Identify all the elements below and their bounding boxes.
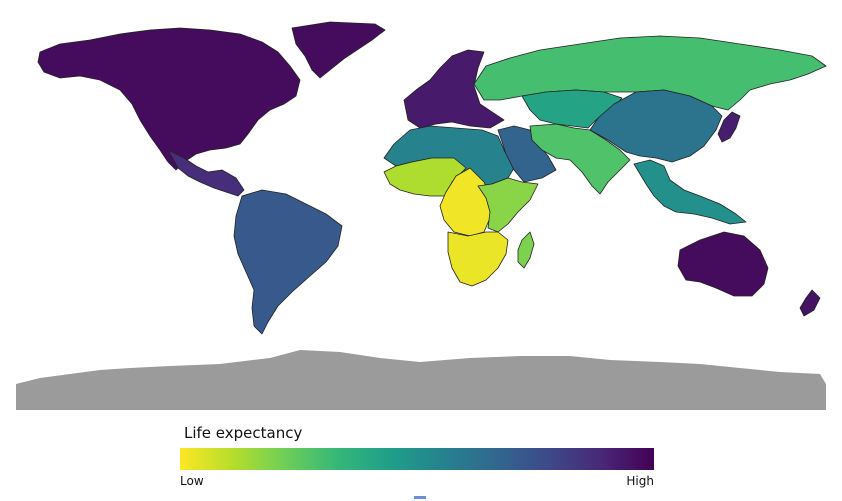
legend-color-bar (180, 448, 654, 470)
region-south-america[interactable] (233, 189, 343, 335)
region-middle-east[interactable] (497, 125, 557, 183)
region-central-africa[interactable] (439, 167, 493, 237)
region-north-america[interactable] (37, 27, 301, 171)
legend-title: Life expectancy (184, 424, 303, 442)
region-greenland[interactable] (291, 21, 386, 79)
scroll-indicator (414, 496, 426, 499)
region-east-africa[interactable] (477, 177, 539, 233)
region-madagascar[interactable] (517, 231, 535, 269)
region-antarctica (16, 350, 826, 410)
world-map (16, 21, 827, 410)
region-southern-africa[interactable] (447, 231, 509, 287)
region-new-zealand[interactable] (799, 289, 821, 317)
region-east-asia[interactable] (589, 89, 723, 163)
legend-high-label: High (626, 474, 654, 488)
map-legend: Life expectancy Low High (180, 424, 654, 490)
region-japan[interactable] (717, 111, 741, 143)
region-oceania[interactable] (677, 231, 769, 297)
region-south-asia[interactable] (529, 123, 631, 195)
legend-ticks: Low High (180, 474, 654, 490)
legend-low-label: Low (180, 474, 204, 488)
region-southeast-asia[interactable] (633, 159, 747, 225)
region-europe[interactable] (403, 49, 505, 129)
region-central-america[interactable] (167, 149, 245, 197)
